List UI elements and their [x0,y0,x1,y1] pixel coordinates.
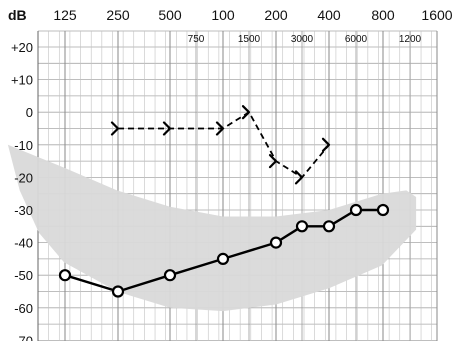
data-point-bracket [162,121,172,136]
x-tick-label: 400 [317,7,341,23]
data-point-bracket [321,137,331,152]
y-tick-label: -70 [14,333,33,341]
data-point-circle [376,203,390,217]
data-point-circle [163,269,177,282]
unit-label: dB [8,7,27,23]
x-tick-label-sub: 1200 [399,34,422,45]
x-tick-label: 100 [211,7,235,23]
y-tick-label: -30 [14,203,33,218]
y-tick-label: -10 [14,138,33,153]
data-point-bracket [294,170,304,185]
data-point-circle [269,236,283,249]
y-tick-label: -40 [14,236,33,251]
shaded-region-layer [7,144,417,312]
x-tick-label-sub: 6000 [345,34,368,45]
x-tick-label: 125 [53,7,77,23]
shaded-region [7,144,417,312]
data-point-bracket [110,121,120,136]
data-point-bracket [268,154,278,169]
y-tick-label: -20 [14,170,33,185]
x-tick-label-sub: 1500 [238,34,261,45]
data-point-circle [349,203,363,217]
x-tick-label: 500 [158,7,182,23]
data-point-circle [58,269,72,282]
data-point-circle [111,285,125,298]
data-point-bracket [241,105,251,120]
series-layer [58,105,390,298]
y-tick-label: +20 [11,40,33,55]
x-tick-label-sub: 3000 [291,34,314,45]
x-tick-label: 250 [106,7,130,23]
data-point-circle [295,220,309,233]
data-point-circle [322,220,336,233]
data-point-bracket [215,121,225,136]
y-tick-label: -60 [14,301,33,316]
y-tick-label: +10 [11,73,33,88]
x-tick-label: 800 [371,7,395,23]
x-tick-label: 200 [264,7,288,23]
x-tick-label: 1600 [421,7,452,23]
y-tick-label: -50 [14,268,33,283]
axis-labels: 125 250 500 100 200 400 800 1600 750 1500 3000 6000… [11,7,453,341]
y-tick-label: 0 [26,105,33,120]
x-tick-label-sub: 750 [188,34,205,45]
data-point-circle [216,252,230,265]
